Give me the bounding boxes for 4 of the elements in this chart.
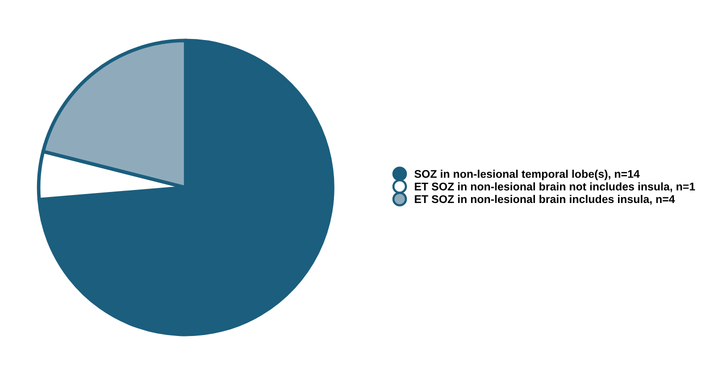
legend-label: ET SOZ in non-lesional brain not includes insula, n=1 (414, 182, 696, 192)
legend-label: SOZ in non-lesional temporal lobe(s), n=14 (414, 170, 640, 180)
legend-label: ET SOZ in non-lesional brain includes insula, n=4 (414, 194, 675, 205)
pie-slice (37, 38, 334, 336)
